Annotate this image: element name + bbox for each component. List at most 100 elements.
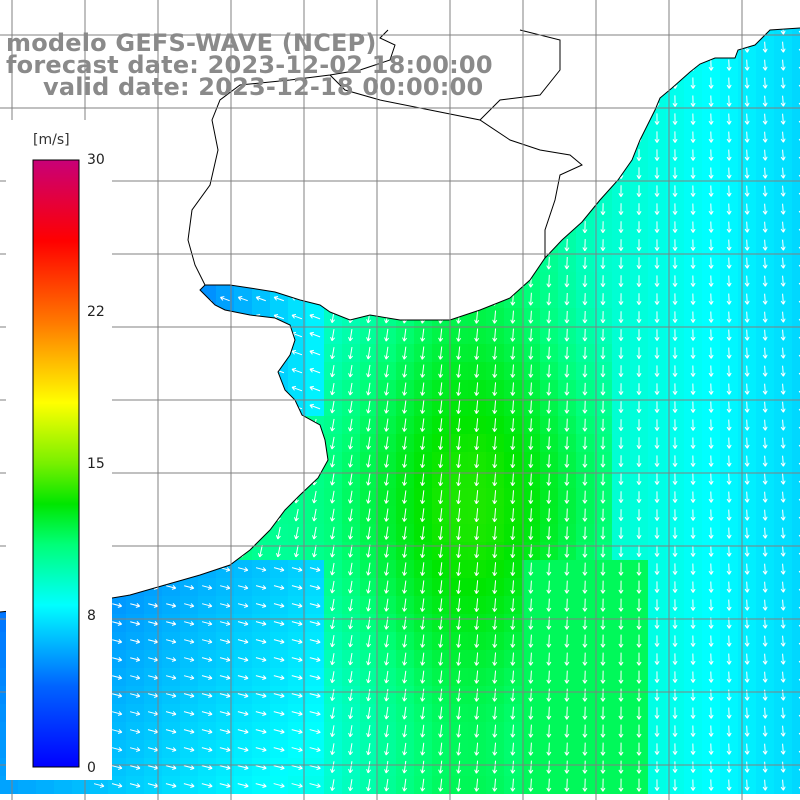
wind-arrow	[636, 580, 642, 594]
wind-arrow	[600, 347, 606, 360]
wind-arrow	[798, 354, 800, 358]
wind-arrow	[438, 670, 444, 684]
wind-arrow	[528, 634, 534, 648]
wind-arrow	[348, 779, 354, 792]
wind-arrow	[237, 765, 249, 770]
wind-arrow	[291, 675, 303, 680]
wind-arrow	[618, 760, 624, 774]
wind-arrow	[384, 724, 390, 738]
wind-arrow	[384, 472, 389, 486]
wind-arrow	[510, 346, 516, 360]
wind-arrow	[366, 634, 372, 648]
wind-arrow	[384, 652, 390, 666]
wind-arrow	[762, 581, 768, 593]
wind-arrow	[366, 508, 371, 522]
wind-arrow	[708, 653, 714, 665]
wind-arrow	[582, 293, 588, 306]
wind-arrow	[510, 742, 516, 756]
wind-arrow	[492, 400, 498, 414]
wind-arrow	[528, 724, 534, 738]
wind-arrow	[744, 779, 750, 791]
wind-arrow	[546, 382, 552, 396]
wind-speed-cell	[792, 272, 800, 290]
wind-speed-cell	[792, 650, 800, 668]
wind-arrow	[780, 491, 786, 503]
wind-arrow	[510, 670, 516, 684]
wind-speed-cell	[792, 686, 800, 704]
wind-arrow	[708, 167, 714, 179]
wind-arrow	[780, 437, 786, 449]
wind-arrow	[220, 296, 230, 302]
wind-arrow	[690, 203, 696, 215]
wind-arrow	[654, 131, 660, 143]
wind-arrow	[546, 472, 552, 486]
wind-arrow	[708, 131, 714, 143]
wind-arrow	[618, 221, 624, 234]
wind-arrow	[726, 707, 732, 719]
wind-arrow	[618, 383, 624, 396]
wind-arrow	[384, 382, 390, 396]
wind-arrow	[528, 508, 534, 522]
wind-arrow	[456, 688, 462, 702]
wind-arrow	[438, 760, 444, 774]
wind-arrow	[384, 760, 390, 774]
wind-arrow	[708, 689, 714, 701]
wind-arrow	[201, 675, 213, 680]
wind-arrow	[780, 401, 786, 413]
wind-arrow	[726, 779, 732, 791]
wind-arrow	[165, 747, 177, 752]
wind-arrow	[798, 300, 800, 304]
wind-arrow	[330, 653, 335, 666]
wind-arrow	[201, 711, 213, 716]
wind-arrow	[438, 652, 444, 666]
wind-arrow	[510, 400, 516, 414]
wind-arrow	[147, 693, 159, 698]
wind-arrow	[672, 329, 678, 341]
wind-arrow	[618, 311, 624, 324]
wind-arrow	[744, 239, 750, 251]
wind-arrow	[564, 472, 570, 486]
wind-arrow	[744, 545, 750, 557]
wind-arrow	[510, 562, 516, 576]
wind-arrow	[492, 688, 498, 702]
wind-arrow	[582, 364, 588, 378]
wind-arrow	[456, 346, 462, 360]
wind-arrow	[798, 408, 800, 412]
wind-arrow	[275, 526, 281, 540]
wind-arrow	[130, 693, 141, 698]
wind-arrow	[255, 567, 267, 572]
wind-arrow	[564, 598, 570, 612]
wind-speed-cell	[792, 542, 800, 560]
wind-arrow	[330, 365, 335, 378]
wind-arrow	[291, 349, 303, 356]
wind-arrow	[600, 418, 606, 432]
wind-arrow	[366, 688, 372, 702]
wind-arrow	[708, 383, 714, 395]
wind-arrow	[291, 367, 303, 374]
wind-arrow	[402, 508, 408, 522]
wind-arrow	[636, 203, 642, 215]
wind-arrow	[456, 670, 462, 684]
wind-arrow	[798, 678, 800, 682]
wind-arrow	[219, 603, 231, 608]
wind-arrow	[618, 670, 624, 684]
wind-arrow	[309, 675, 321, 680]
wind-arrow	[708, 329, 714, 341]
wind-arrow	[402, 760, 408, 774]
wind-arrow	[726, 149, 732, 161]
wind-arrow	[402, 778, 408, 792]
wind-arrow	[600, 706, 606, 720]
wind-arrow	[636, 688, 642, 702]
wind-arrow	[402, 742, 408, 756]
wind-arrow	[744, 455, 750, 467]
wind-arrow	[546, 508, 552, 522]
wind-arrow	[130, 657, 141, 662]
wind-arrow	[798, 210, 800, 214]
title-valid-date: valid date: 2023-12-18 00:00:00	[43, 73, 484, 101]
wind-arrow	[183, 657, 195, 662]
wind-arrow	[780, 545, 786, 557]
wind-arrow	[636, 365, 642, 377]
wind-arrow	[798, 624, 800, 628]
wind-arrow	[384, 364, 390, 378]
wind-arrow	[219, 747, 231, 752]
